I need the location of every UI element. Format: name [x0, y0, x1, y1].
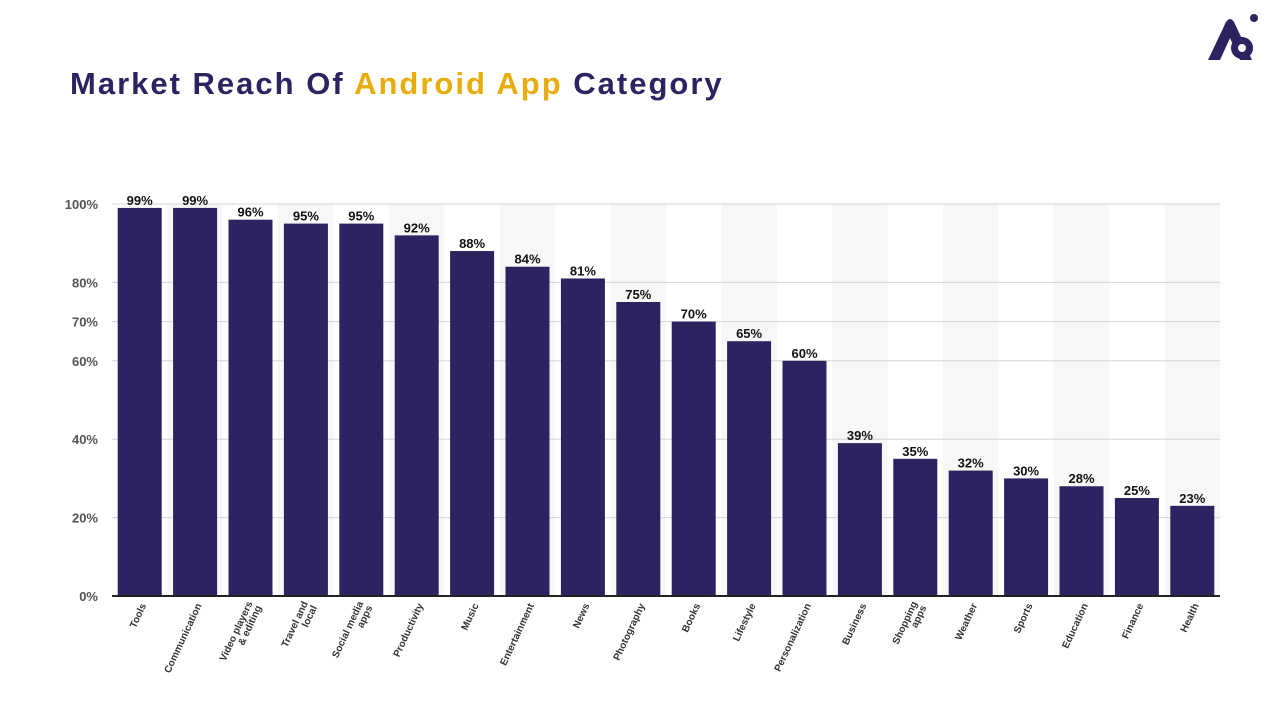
value-label: 88% [459, 236, 485, 251]
x-tick-label: News [571, 601, 592, 630]
x-tick-label: Personalization [773, 602, 814, 674]
x-tick-label-line: Sports [1012, 601, 1036, 635]
x-tick-label-line: News [571, 601, 592, 630]
value-label: 60% [791, 346, 817, 361]
x-tick-label-line: Health [1179, 602, 1202, 634]
brand-logo-icon [1208, 14, 1258, 60]
x-tick-label: Lifestyle [731, 601, 758, 643]
x-tick-label-line: Lifestyle [731, 601, 758, 643]
x-tick-label: Weather [954, 602, 981, 642]
x-tick-label: Finance [1120, 601, 1146, 640]
bar-entertainment [505, 266, 550, 596]
value-label: 92% [404, 220, 430, 235]
bar-news [560, 278, 605, 596]
y-tick-label: 20% [72, 511, 98, 526]
title-part-1: Market Reach Of [70, 66, 355, 101]
x-tick-label-line: Photography [612, 601, 648, 662]
x-tick-label-line: Social media [330, 599, 366, 659]
x-tick-label-line: Entertainment [499, 601, 538, 667]
x-tick-label: Productivity [392, 601, 427, 658]
value-label: 81% [570, 263, 596, 278]
x-tick-label: Tools [128, 602, 149, 631]
value-label: 95% [348, 209, 374, 224]
x-tick-label-line: Business [841, 601, 870, 646]
x-tick-label: Business [841, 601, 870, 646]
value-label: 25% [1124, 483, 1150, 498]
bar-books [671, 321, 716, 596]
bar-tools [117, 207, 162, 597]
x-tick-label-line: Finance [1120, 601, 1146, 640]
y-tick-label: 40% [72, 432, 98, 447]
value-label: 23% [1179, 491, 1205, 506]
bar-weather [948, 470, 993, 596]
bar-video-players-editing [228, 219, 273, 596]
bar-photography [616, 302, 661, 596]
bar-finance [1114, 498, 1159, 596]
x-tick-label-line: Tools [128, 602, 149, 631]
value-label: 30% [1013, 463, 1039, 478]
bar-shopping-apps [893, 458, 938, 596]
bar-business [837, 443, 882, 596]
value-label: 65% [736, 326, 762, 341]
y-tick-label: 60% [72, 354, 98, 369]
bar-education [1059, 486, 1104, 596]
x-tick-label-line: Personalization [773, 602, 814, 674]
bar-sports [1004, 478, 1049, 596]
x-tick-label-line: Books [680, 601, 703, 634]
value-label: 39% [847, 428, 873, 443]
value-label: 28% [1068, 471, 1094, 486]
value-label: 75% [625, 287, 651, 302]
bar-communication [173, 207, 218, 597]
bar-productivity [394, 235, 439, 597]
x-tick-label: Health [1179, 602, 1202, 634]
y-tick-label: 100% [65, 197, 99, 212]
bar-personalization [782, 360, 827, 596]
x-tick-label: Music [460, 601, 482, 632]
value-label: 99% [182, 193, 208, 208]
x-tick-label: Photography [612, 601, 648, 662]
x-tick-label: Video players& editing [218, 599, 264, 663]
value-label: 99% [127, 193, 153, 208]
x-tick-label-line: Productivity [392, 601, 427, 658]
value-label: 35% [902, 444, 928, 459]
x-tick-label: Education [1061, 602, 1091, 650]
title-highlight: Android App [354, 66, 563, 101]
x-tick-label-line: Music [460, 601, 482, 632]
value-label: 96% [237, 205, 263, 220]
y-tick-label: 70% [72, 315, 98, 330]
x-tick-label: Communication [163, 602, 205, 675]
y-tick-label: 80% [72, 275, 98, 290]
x-tick-label-line: Weather [954, 602, 981, 642]
x-tick-label: Books [680, 601, 703, 634]
value-label: 95% [293, 209, 319, 224]
bar-lifestyle [727, 341, 772, 596]
value-label: 84% [514, 252, 540, 267]
y-tick-label: 0% [79, 589, 98, 604]
value-label: 70% [681, 307, 707, 322]
x-tick-label-line: Communication [163, 602, 205, 675]
x-tick-label: Entertainment [499, 601, 538, 667]
x-tick-label-line: Education [1061, 602, 1091, 650]
bar-travel-and-local [283, 223, 328, 596]
value-label: 32% [958, 456, 984, 471]
title-part-2: Category [562, 66, 724, 101]
bar-health [1170, 505, 1215, 596]
x-tick-label: Sports [1012, 601, 1036, 635]
page-title: Market Reach Of Android App Category [70, 66, 724, 102]
bar-social-media-apps [339, 223, 384, 596]
bar-music [450, 251, 495, 597]
